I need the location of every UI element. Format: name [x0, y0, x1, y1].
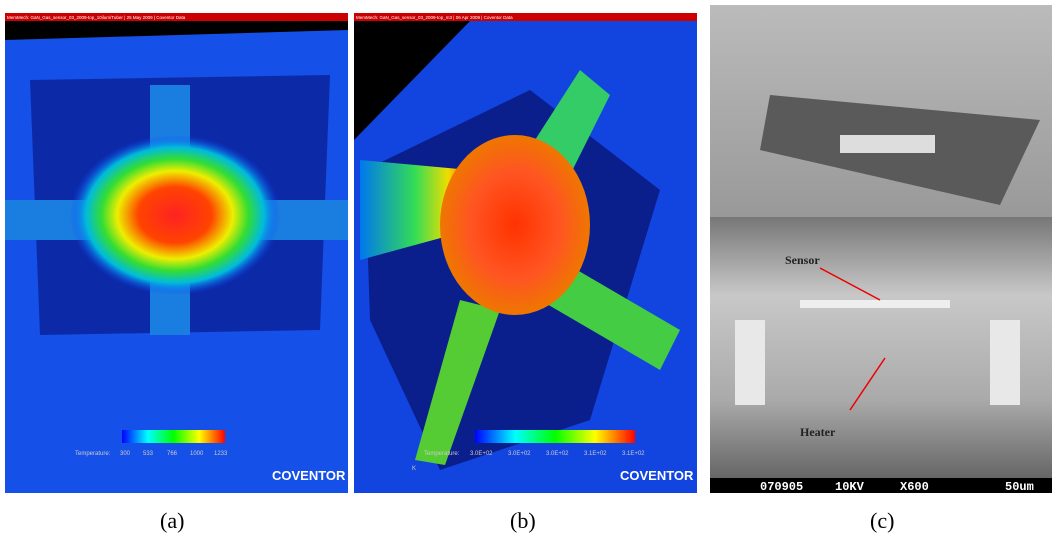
panel-a: MemMech: GaN_Gas_sensor_03_2009-top_10il… [5, 13, 348, 533]
label: Sensor [785, 253, 820, 267]
legend-tick: 3.0E+02 [508, 451, 531, 457]
footer-text: X600 [900, 480, 929, 494]
caption: (a) [160, 508, 184, 533]
panel-c: Sensor Heater 070905 10KV X600 50um (c) [710, 5, 1052, 533]
header-text: MemMech: GaN_Gas_sensor_03_2009-top_m3 |… [356, 15, 513, 20]
sensor-strip [800, 300, 950, 308]
footer-text: 10KV [835, 480, 865, 494]
label: Heater [800, 425, 836, 439]
heater [70, 135, 280, 295]
figure: MemMech: GaN_Gas_sensor_03_2009-top_10il… [0, 0, 1057, 542]
logo: COVENTOR [272, 468, 346, 483]
heater [440, 135, 590, 315]
footer-text: 070905 [760, 480, 803, 494]
panel-b: MemMech: GaN_Gas_sensor_03_2009-top_m3 |… [354, 13, 697, 533]
colorbar [475, 430, 635, 443]
pad [990, 320, 1020, 405]
legend-tick: 300 [120, 451, 131, 457]
logo: COVENTOR [620, 468, 694, 483]
legend-tick: 3.0E+02 [546, 451, 569, 457]
legend-tick: 766 [167, 451, 178, 457]
legend-tick: 3.1E+02 [584, 451, 607, 457]
legend-tick: 1233 [214, 451, 228, 457]
pad [735, 320, 765, 405]
unit: K [412, 466, 416, 472]
colorbar [122, 430, 225, 443]
legend-tick: 533 [143, 451, 154, 457]
legend-title: Temperature: [75, 451, 111, 457]
footer-text: 50um [1005, 480, 1034, 494]
header-text: MemMech: GaN_Gas_sensor_03_2009-top_10il… [7, 15, 186, 20]
legend-tick: 3.1E+02 [622, 451, 645, 457]
legend-tick: 1000 [190, 451, 204, 457]
caption: (b) [510, 508, 536, 533]
bridge [840, 135, 935, 153]
caption: (c) [870, 508, 894, 533]
legend-tick: 3.0E+02 [470, 451, 493, 457]
legend-title: Temperature: [424, 451, 460, 457]
